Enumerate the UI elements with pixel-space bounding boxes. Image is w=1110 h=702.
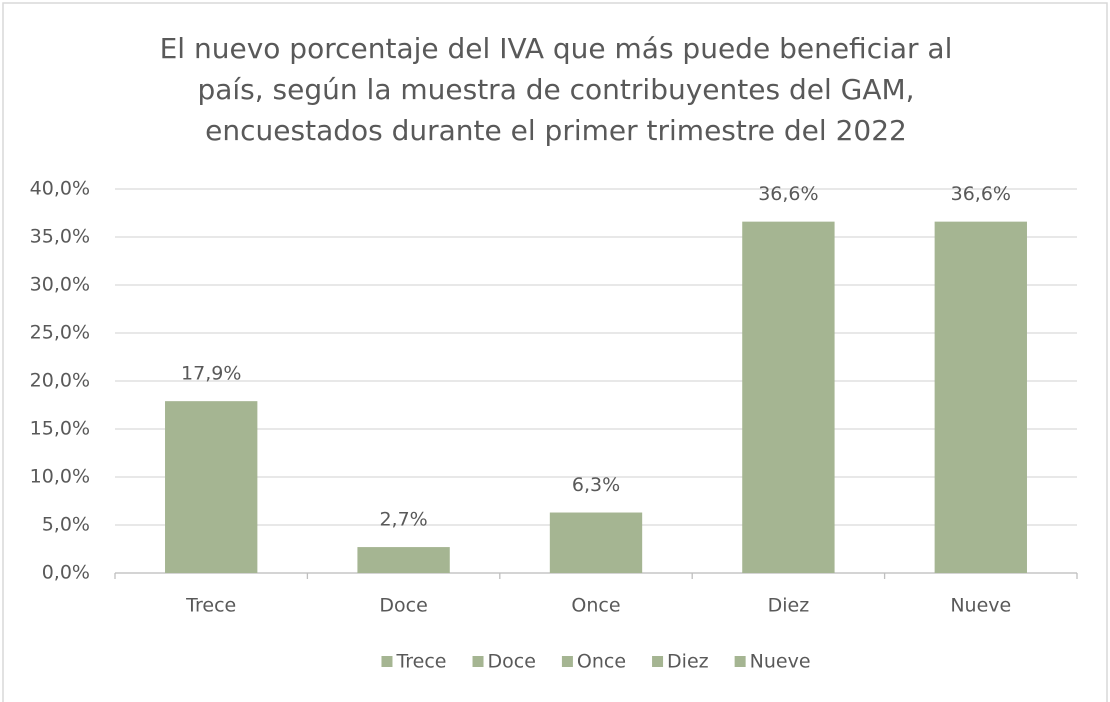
x-tick-label: Once [571,595,620,617]
y-tick-label: 15,0% [30,418,90,440]
x-tick-label: Nueve [950,595,1011,617]
data-label: 6,3% [572,474,620,496]
legend-label: Once [577,651,626,673]
y-tick-label: 30,0% [30,274,90,296]
bar [165,401,258,573]
chart-title: El nuevo porcentaje del IVA que más pued… [160,32,953,65]
y-tick-label: 5,0% [42,514,90,536]
legend-label: Doce [488,651,536,673]
y-tick-label: 0,0% [42,562,90,584]
bar [549,512,643,573]
legend-marker [561,656,573,667]
chart-title: país, según la muestra de contribuyentes… [197,73,914,106]
y-tick-label: 40,0% [30,178,90,200]
legend-marker [381,656,393,667]
data-label: 36,6% [758,183,818,205]
legend-marker [472,656,484,667]
legend-label: Trece [395,651,446,673]
data-label: 17,9% [181,363,241,385]
x-tick-label: Trece [185,595,236,617]
x-tick-label: Diez [768,595,810,617]
x-tick-label: Doce [379,595,427,617]
data-label: 36,6% [951,183,1011,205]
y-tick-label: 20,0% [30,370,90,392]
legend-label: Nueve [750,651,811,673]
y-tick-label: 35,0% [30,226,90,248]
data-label: 2,7% [379,509,427,531]
chart-title: encuestados durante el primer trimestre … [205,114,907,147]
y-tick-label: 25,0% [30,322,90,344]
y-tick-label: 10,0% [30,466,90,488]
legend-label: Diez [667,651,709,673]
bar [357,547,450,573]
bar [742,221,835,573]
legend-marker [652,656,664,667]
bar [934,221,1027,573]
legend-marker [734,656,746,667]
